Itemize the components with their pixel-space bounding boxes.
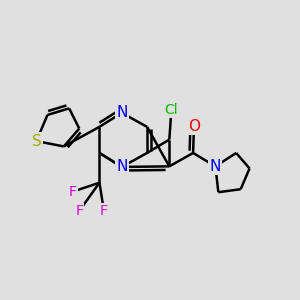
Text: F: F — [75, 204, 83, 218]
Text: N: N — [210, 159, 221, 174]
Text: N: N — [116, 159, 128, 174]
Text: F: F — [69, 184, 77, 199]
Text: O: O — [188, 119, 200, 134]
Text: F: F — [100, 204, 108, 218]
Text: N: N — [116, 105, 128, 120]
Text: Cl: Cl — [165, 103, 178, 117]
Text: S: S — [32, 134, 41, 148]
